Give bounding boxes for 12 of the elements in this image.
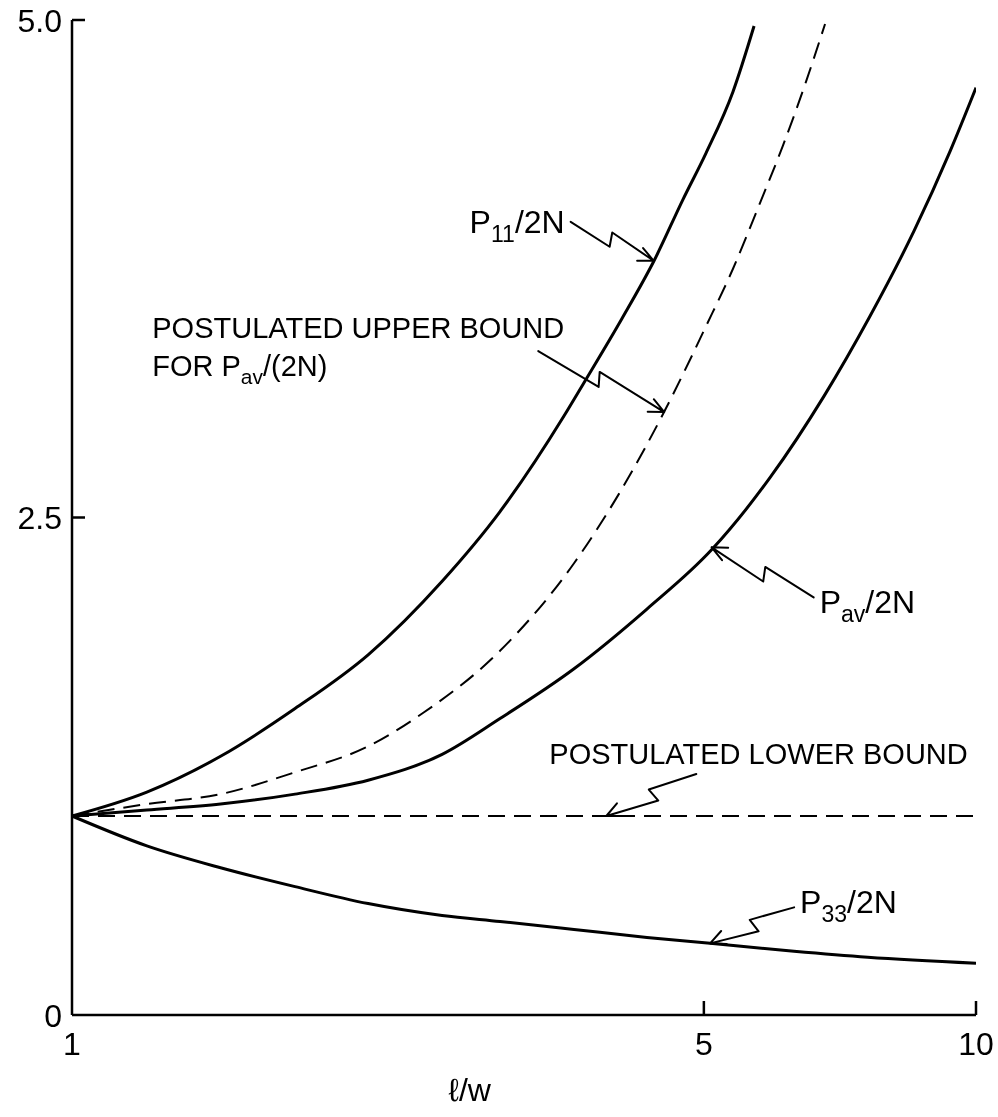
x-tick-label: 1 <box>63 1026 81 1062</box>
y-tick-label: 2.5 <box>17 500 62 537</box>
annotation: P$_{33}$/2N <box>800 884 897 928</box>
y-tick-label: 0 <box>44 997 62 1034</box>
annotation: POSTULATED UPPER BOUND FOR P$_{av}$/(2N) <box>152 312 565 388</box>
annotation: POSTULATED LOWER BOUND <box>549 738 968 770</box>
x-tick-label: 10 <box>958 1026 994 1062</box>
annotation: P$_{av}$/2N <box>819 584 916 628</box>
x-tick-label: 5 <box>694 1026 713 1062</box>
annotation: P$_{11}$/2N <box>469 203 565 247</box>
y-tick-label: 5.0 <box>17 2 62 39</box>
x-axis-title: ℓ/w <box>448 1072 492 1108</box>
